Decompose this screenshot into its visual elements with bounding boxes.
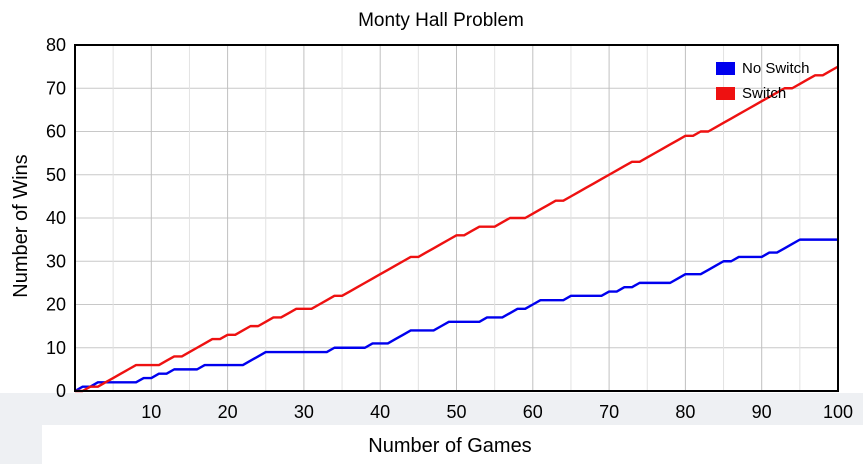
- legend-swatch-no-switch: [716, 62, 735, 75]
- x-tick-label: 70: [599, 402, 619, 422]
- series-line-no-switch: [74, 238, 838, 393]
- y-tick-label: 20: [46, 295, 66, 315]
- y-tick-label: 0: [56, 381, 66, 401]
- legend-label-no-switch: No Switch: [742, 60, 810, 77]
- x-tick-label: 100: [823, 402, 853, 422]
- chart-title: Monty Hall Problem: [358, 10, 524, 31]
- x-tick-label: 40: [370, 402, 390, 422]
- chart-background: [0, 0, 863, 393]
- series-lines: [74, 65, 839, 393]
- y-tick-labels: 0 10 20 30 40 50 60 70 80: [46, 35, 66, 401]
- x-tick-label: 80: [675, 402, 695, 422]
- legend: No Switch Switch: [716, 60, 810, 102]
- x-title-background: [42, 425, 863, 464]
- y-axis-title: Number of Wins: [10, 154, 32, 297]
- x-tick-label: 10: [141, 402, 161, 422]
- y-tick-label: 40: [46, 208, 66, 228]
- y-tick-label: 10: [46, 338, 66, 358]
- x-axis-title: Number of Games: [368, 435, 531, 457]
- y-tick-label: 30: [46, 251, 66, 271]
- x-tick-label: 20: [218, 402, 238, 422]
- legend-swatch-switch: [716, 87, 735, 100]
- grid: [75, 45, 838, 391]
- x-tick-label: 50: [446, 402, 466, 422]
- y-tick-label: 50: [46, 165, 66, 185]
- x-tick-labels: 10 20 30 40 50 60 70 80 90 100: [141, 402, 853, 422]
- x-tick-label: 90: [752, 402, 772, 422]
- y-tick-label: 80: [46, 35, 66, 55]
- plot-frame: [74, 44, 839, 392]
- y-tick-label: 60: [46, 122, 66, 142]
- y-tick-label: 70: [46, 78, 66, 98]
- background-band-bottom: [0, 393, 863, 425]
- series-line-switch: [75, 65, 839, 393]
- legend-label-switch: Switch: [742, 85, 786, 102]
- x-tick-label: 30: [294, 402, 314, 422]
- x-tick-label: 60: [523, 402, 543, 422]
